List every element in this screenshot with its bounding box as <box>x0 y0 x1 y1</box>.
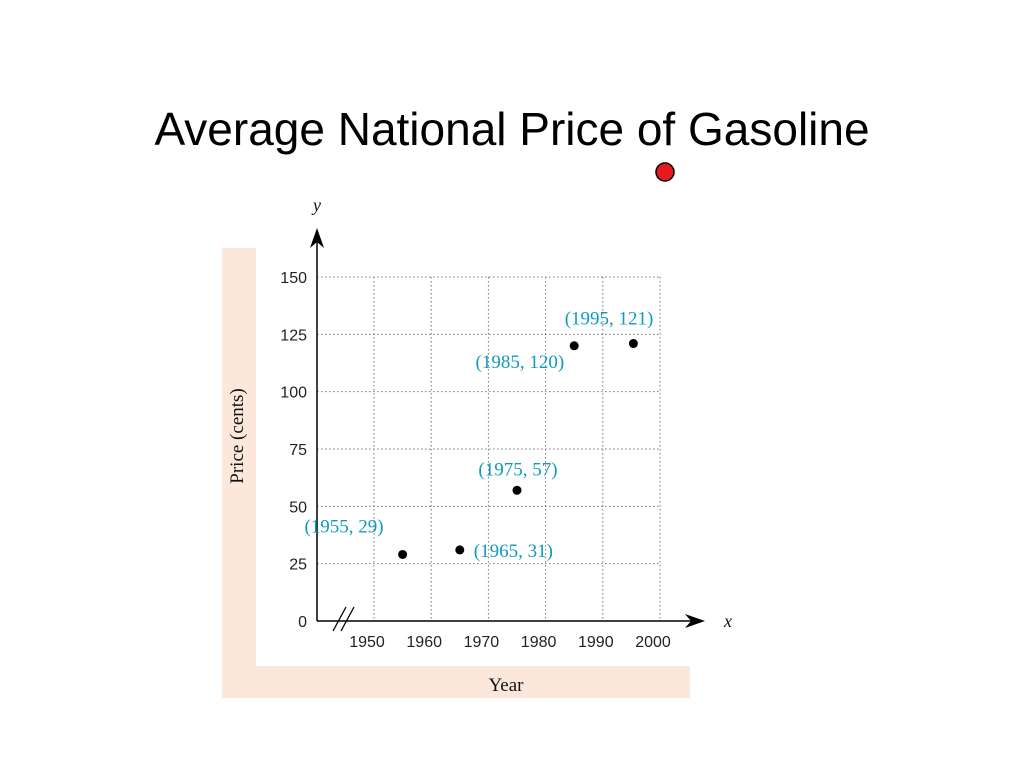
axes <box>310 228 705 632</box>
data-label: (1955, 29) <box>304 516 383 537</box>
data-label: (1965, 31) <box>474 541 553 562</box>
red-pointer-dot <box>655 162 675 182</box>
y-tick-label: 125 <box>280 327 307 344</box>
y-tick-label: 150 <box>280 270 307 287</box>
data-point <box>455 545 465 555</box>
data-points <box>398 339 638 559</box>
axis-break-mark <box>332 606 347 632</box>
y-axis-arrowhead <box>310 228 324 248</box>
x-tick-label: 1960 <box>406 634 442 651</box>
grid-lines <box>317 276 661 621</box>
x-variable-label: x <box>723 611 732 631</box>
data-label: (1975, 57) <box>478 459 557 480</box>
x-axis-arrowhead <box>685 614 705 628</box>
data-labels: (1955, 29) (1965, 31) (1975, 57) (1985, 120… <box>304 309 653 562</box>
y-variable-label: y <box>311 195 321 215</box>
data-label: (1985, 120) <box>476 352 565 373</box>
x-tick-label: 1970 <box>464 634 500 651</box>
y-tick-label: 0 <box>298 614 307 631</box>
data-point <box>398 549 408 559</box>
x-tick-label: 1980 <box>521 634 557 651</box>
data-point <box>512 485 522 495</box>
data-point <box>569 341 579 351</box>
x-tick-label: 1950 <box>349 634 385 651</box>
data-label: (1995, 121) <box>565 309 654 330</box>
y-tick-label: 75 <box>289 442 307 459</box>
x-axis-title: Year <box>488 675 524 696</box>
tick-labels: 0 25 50 75 100 125 150 1950 1960 1970 1980 1990 2000 <box>280 270 671 651</box>
y-tick-label: 50 <box>289 499 307 516</box>
axis-break-mark <box>340 606 355 632</box>
y-tick-label: 100 <box>280 385 307 402</box>
y-axis-title: Price (cents) <box>227 388 248 483</box>
data-point <box>628 339 638 349</box>
slide-title: Average National Price of Gasoline <box>154 103 870 155</box>
y-tick-label: 25 <box>289 557 307 574</box>
x-tick-label: 1990 <box>578 634 614 651</box>
x-tick-label: 2000 <box>635 634 671 651</box>
